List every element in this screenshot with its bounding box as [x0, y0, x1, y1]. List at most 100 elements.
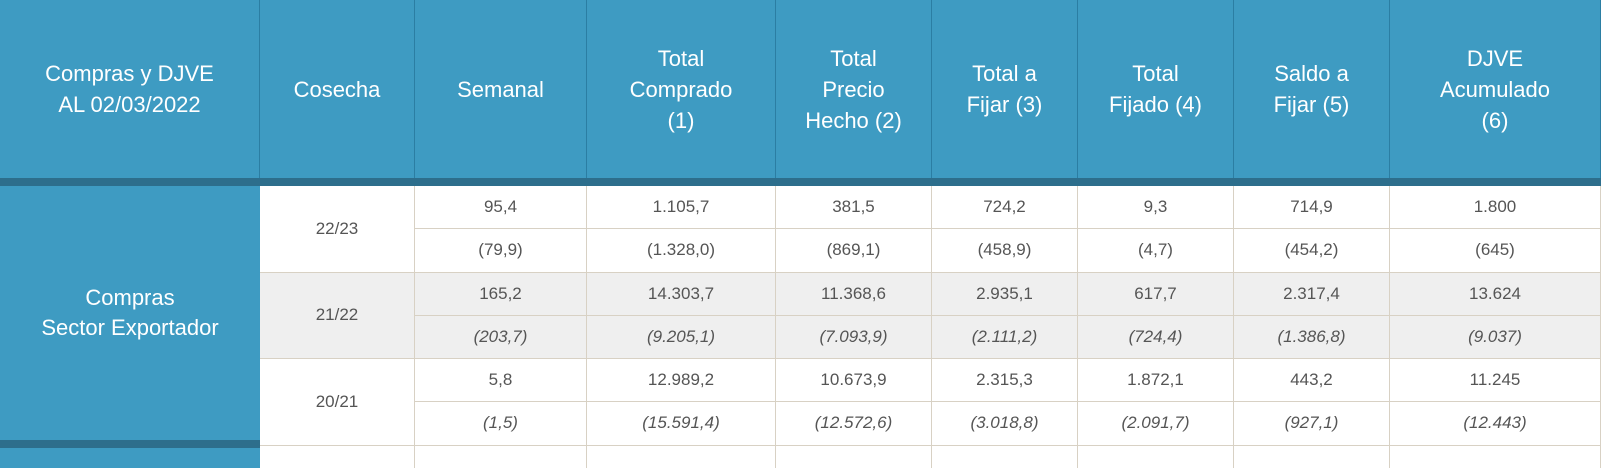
value-text: 11.245: [1469, 370, 1521, 390]
empty-cell: [415, 445, 587, 468]
value-text: 714,9: [1290, 197, 1333, 217]
header-text: Precio: [822, 76, 885, 102]
value-cell: 714,9: [1234, 186, 1390, 230]
group-text: Sector Exportador: [41, 314, 219, 340]
value-text: (869,1): [826, 240, 881, 260]
cosecha-cell: 20/21: [260, 359, 415, 446]
header-text: Semanal: [457, 76, 544, 102]
value-text: (3.018,8): [970, 413, 1039, 433]
group-text: Compras: [85, 284, 175, 310]
group-cell: Compras Sector Exportador: [0, 186, 260, 440]
value-cell: (1,5): [415, 402, 587, 446]
value-cell: 11.245: [1390, 359, 1601, 403]
value-text: 617,7: [1134, 283, 1177, 303]
header-text: Total a: [972, 61, 1037, 86]
value-cell: 381,5: [776, 186, 932, 230]
cosecha-text: 20/21: [315, 391, 359, 411]
value-cell: 95,4: [415, 186, 587, 230]
header-cell: Compras y DJVE AL 02/03/2022: [0, 0, 260, 178]
cosecha-text: 21/22: [315, 305, 359, 325]
value-cell: (869,1): [776, 229, 932, 273]
value-cell: 165,2: [415, 272, 587, 316]
empty-cell: [776, 445, 932, 468]
header-cell: Total Precio Hecho (2): [776, 0, 932, 178]
value-text: 381,5: [832, 197, 875, 217]
value-text: (203,7): [473, 326, 528, 346]
value-cell: 724,2: [932, 186, 1078, 230]
empty-cell: [1078, 445, 1234, 468]
value-cell: 13.624: [1390, 272, 1601, 316]
empty-cell: [260, 445, 415, 468]
empty-cell: [587, 445, 776, 468]
header-text: Cosecha: [293, 76, 381, 102]
value-text: 1.800: [1473, 197, 1517, 217]
value-cell: (4,7): [1078, 229, 1234, 273]
value-text: 13.624: [1469, 283, 1521, 303]
header-cell: Cosecha: [260, 0, 415, 178]
value-text: (4,7): [1138, 240, 1173, 260]
value-cell: 11.368,6: [776, 272, 932, 316]
value-cell: 443,2: [1234, 359, 1390, 403]
header-cell: DJVE Acumulado (6): [1390, 0, 1601, 178]
value-cell: (1.386,8): [1234, 315, 1390, 359]
header-text: AL 02/03/2022: [58, 92, 201, 117]
value-text: 10.673,9: [820, 370, 887, 390]
header-text: (1): [667, 107, 695, 133]
header-text: Comprado: [629, 76, 733, 102]
value-text: 11.368,6: [821, 283, 886, 303]
value-cell: (15.591,4): [587, 402, 776, 446]
value-cell: (12.572,6): [776, 402, 932, 446]
value-text: (454,2): [1284, 240, 1339, 260]
value-text: 95,4: [483, 197, 518, 217]
value-cell: (724,4): [1078, 315, 1234, 359]
header-cell: Semanal: [415, 0, 587, 178]
value-text: (927,1): [1284, 413, 1339, 433]
value-text: (1.386,8): [1277, 326, 1346, 346]
value-text: 9,3: [1143, 197, 1168, 217]
header-divider: [0, 178, 1601, 186]
value-text: 2.935,1: [976, 283, 1033, 303]
cosecha-cell: 21/22: [260, 272, 415, 359]
empty-cell: [932, 445, 1078, 468]
value-cell: (79,9): [415, 229, 587, 273]
value-cell: 1.872,1: [1078, 359, 1234, 403]
value-cell: 10.673,9: [776, 359, 932, 403]
value-cell: (2.091,7): [1078, 402, 1234, 446]
value-cell: (7.093,9): [776, 315, 932, 359]
value-cell: 9,3: [1078, 186, 1234, 230]
value-text: (12.443): [1463, 413, 1527, 433]
value-cell: (645): [1390, 229, 1601, 273]
header-cell: Saldo a Fijar (5): [1234, 0, 1390, 178]
value-cell: (1.328,0): [587, 229, 776, 273]
value-text: (2.111,2): [971, 326, 1038, 346]
value-text: (458,9): [977, 240, 1032, 260]
value-text: (1,5): [483, 413, 518, 433]
value-cell: (3.018,8): [932, 402, 1078, 446]
value-cell: (927,1): [1234, 402, 1390, 446]
value-cell: (12.443): [1390, 402, 1601, 446]
header-text: Compras y DJVE: [45, 61, 214, 86]
header-text: Total: [1132, 61, 1179, 86]
cosecha-cell: 22/23: [260, 186, 415, 273]
header-text: Hecho (2): [805, 107, 902, 133]
group-divider: [0, 439, 260, 448]
header-cell: Total Fijado (4): [1078, 0, 1234, 178]
empty-cell: [1390, 445, 1601, 468]
header-text: (6): [1481, 107, 1509, 133]
value-text: (724,4): [1128, 326, 1183, 346]
value-cell: 2.317,4: [1234, 272, 1390, 316]
value-text: (7.093,9): [819, 326, 888, 346]
value-text: (79,9): [478, 240, 523, 260]
value-cell: (454,2): [1234, 229, 1390, 273]
value-cell: 2.315,3: [932, 359, 1078, 403]
value-text: 2.317,4: [1283, 283, 1340, 303]
value-cell: 2.935,1: [932, 272, 1078, 316]
value-text: (9.205,1): [646, 326, 716, 346]
cosecha-text: 22/23: [315, 218, 359, 238]
value-cell: 1.800: [1390, 186, 1601, 230]
header-text: Saldo a: [1274, 61, 1349, 86]
value-text: 1.105,7: [652, 197, 710, 217]
value-cell: 617,7: [1078, 272, 1234, 316]
value-text: 443,2: [1290, 370, 1333, 390]
